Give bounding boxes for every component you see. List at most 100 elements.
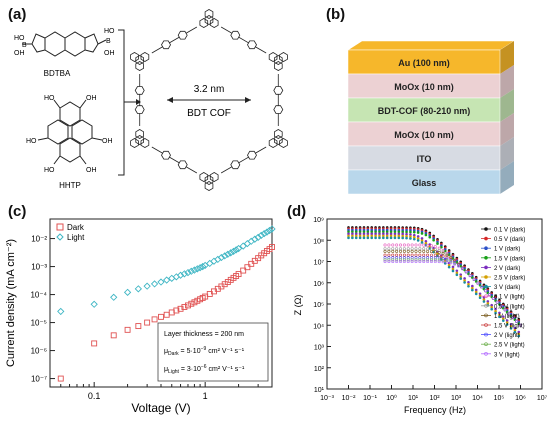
legend-marker-d xyxy=(484,236,488,241)
data-point-light-curve xyxy=(395,253,399,257)
data-point-dark-curve xyxy=(358,230,362,234)
bdtba-label: BDTBA xyxy=(44,69,71,78)
legend-marker-d xyxy=(484,352,488,356)
data-point-dark-curve xyxy=(347,232,350,236)
data-point-light-curve xyxy=(453,262,457,266)
data-point-dark-curve xyxy=(389,232,393,236)
data-point-dark-curve xyxy=(382,236,385,240)
data-point-light-curve xyxy=(445,252,449,256)
data-point-dark-curve xyxy=(416,239,420,242)
cof-edge-bdt-linker xyxy=(273,74,284,126)
data-point-light-curve xyxy=(383,249,387,253)
data-point-dark-curve xyxy=(378,232,381,236)
data-point-dark-curve xyxy=(351,232,354,236)
cof-node-triphenylene xyxy=(199,172,219,191)
data-point-dark xyxy=(57,375,64,382)
data-point-light xyxy=(134,285,142,293)
data-point-dark-curve xyxy=(482,300,486,303)
data-point-dark-curve xyxy=(517,332,521,336)
data-point-light-curve xyxy=(445,255,449,259)
data-point-light xyxy=(227,249,235,257)
data-point-dark-curve xyxy=(474,290,478,294)
legend-label-d: 2.5 V (dark) xyxy=(494,276,525,282)
layer-label: Au (100 nm) xyxy=(398,58,450,68)
data-point-dark xyxy=(188,300,195,307)
data-point-light-curve xyxy=(445,253,449,257)
data-point-light-curve xyxy=(395,256,399,260)
data-point-dark-curve xyxy=(401,232,404,236)
data-point-light-curve xyxy=(449,260,453,264)
data-point-dark-curve xyxy=(382,232,385,236)
data-point-dark-curve xyxy=(401,230,404,234)
data-point-dark-curve xyxy=(389,230,393,234)
data-point-light-curve xyxy=(391,247,395,251)
data-point-dark-curve xyxy=(498,313,501,317)
data-point-light-curve xyxy=(414,249,418,253)
layer-label: MoOx (10 nm) xyxy=(394,82,454,92)
data-point-light-curve xyxy=(429,256,433,260)
data-point-dark xyxy=(173,307,180,314)
data-point-light-curve xyxy=(441,251,445,255)
legend-label-d: 0.1 V (dark) xyxy=(494,228,525,234)
y-tick-label-c: 10⁻⁶ xyxy=(31,347,47,356)
data-point-dark xyxy=(144,319,151,326)
data-point-dark-curve xyxy=(370,234,374,238)
layer-front-face xyxy=(347,145,501,171)
data-point-dark-curve xyxy=(467,284,470,288)
data-point-dark-curve xyxy=(467,280,470,284)
data-point-dark-curve xyxy=(412,237,416,241)
data-point-dark-curve xyxy=(505,323,509,326)
data-point-light-curve xyxy=(464,270,468,274)
data-point-light-curve xyxy=(387,256,391,260)
layer-front-face xyxy=(347,97,501,123)
x-tick-label-d: 10⁶ xyxy=(515,395,526,402)
data-point-dark-curve xyxy=(509,325,513,328)
legend-label-d: 1 V (dark) xyxy=(494,247,520,253)
y-tick-label-c: 10⁻³ xyxy=(31,263,47,272)
device-stack-svg: Au (100 nm) MoOx (10 nm) BDT-COF (80-210 n… xyxy=(347,40,515,195)
data-point-dark-curve xyxy=(358,236,362,240)
y-tick-label-c: 10⁻² xyxy=(31,235,47,244)
data-point-dark-curve xyxy=(451,269,455,273)
legend-d: 0.1 V (dark) 0.5 V (dark) 1 V (dark) 1.5 V … xyxy=(481,227,525,358)
hhtp-oh-3: OH xyxy=(86,167,97,174)
layer-side-face xyxy=(500,137,514,170)
cof-edge-bdt-linker xyxy=(220,146,267,174)
data-point-light xyxy=(263,228,271,236)
data-point-dark-curve xyxy=(412,235,416,239)
data-point-dark-curve xyxy=(351,234,354,238)
data-point-light-curve xyxy=(422,247,426,251)
data-point-dark-curve xyxy=(382,230,385,234)
data-point-dark-curve xyxy=(409,233,412,236)
y-tick-label-d: 10⁷ xyxy=(314,260,325,267)
data-point-dark-curve xyxy=(401,236,404,240)
data-point-light-curve xyxy=(399,260,403,264)
data-point-dark-curve xyxy=(405,230,408,234)
cof-edge-bdt-linker xyxy=(220,26,267,54)
data-point-light-curve xyxy=(511,316,515,320)
data-point-dark-curve xyxy=(354,234,358,238)
x-axis-label-d: Frequency (Hz) xyxy=(404,405,466,415)
data-point-dark xyxy=(181,304,188,310)
data-point-dark-curve xyxy=(451,267,455,271)
bdtba-oh-1: OH xyxy=(14,50,25,57)
data-point-dark-curve xyxy=(494,311,497,315)
data-point-light-curve xyxy=(406,243,410,247)
legend-c: Dark Light xyxy=(56,223,85,242)
data-point-dark-curve xyxy=(409,230,412,234)
data-point-dark-curve xyxy=(490,305,493,309)
data-point-light xyxy=(180,270,189,278)
data-point-light-curve xyxy=(422,256,426,260)
data-point-light-curve xyxy=(410,258,414,262)
data-point-dark-curve xyxy=(354,230,358,234)
x-tick-label-d: 10⁻¹ xyxy=(363,395,377,402)
data-point-light xyxy=(193,265,201,273)
layer-side-face xyxy=(500,113,514,146)
data-point-light xyxy=(163,276,171,284)
data-point-dark-curve xyxy=(447,263,451,267)
data-point-dark-curve xyxy=(358,234,362,238)
legend-label-d: 3 V (dark) xyxy=(494,285,520,291)
data-point-light-curve xyxy=(383,258,387,262)
annotation-thickness: Layer thickness = 200 nm xyxy=(164,331,244,338)
data-point-light-curve xyxy=(418,247,422,251)
